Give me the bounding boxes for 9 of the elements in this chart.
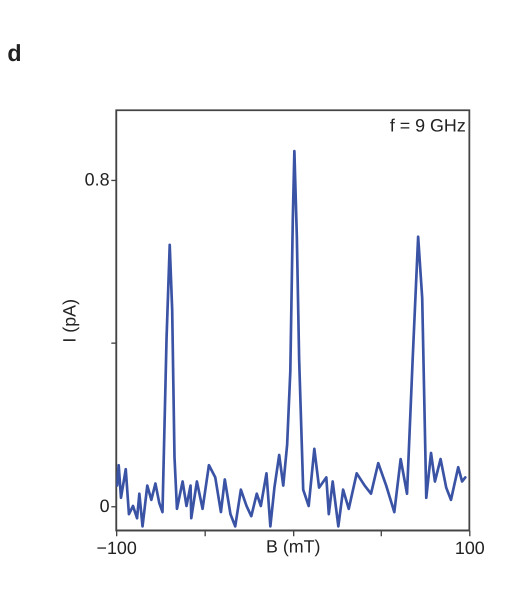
x-axis-title: B (mT) (266, 536, 321, 556)
x-tick-label: −100 (96, 538, 137, 558)
x-tick-label: 100 (454, 538, 485, 558)
y-tick-label: 0 (100, 496, 110, 516)
line-series (116, 150, 467, 528)
y-tick-label: 0.8 (84, 169, 110, 190)
chart-title: d (7, 40, 22, 66)
annotation: f = 9 GHz (390, 116, 466, 136)
y-axis-title: I (pA) (60, 298, 80, 343)
